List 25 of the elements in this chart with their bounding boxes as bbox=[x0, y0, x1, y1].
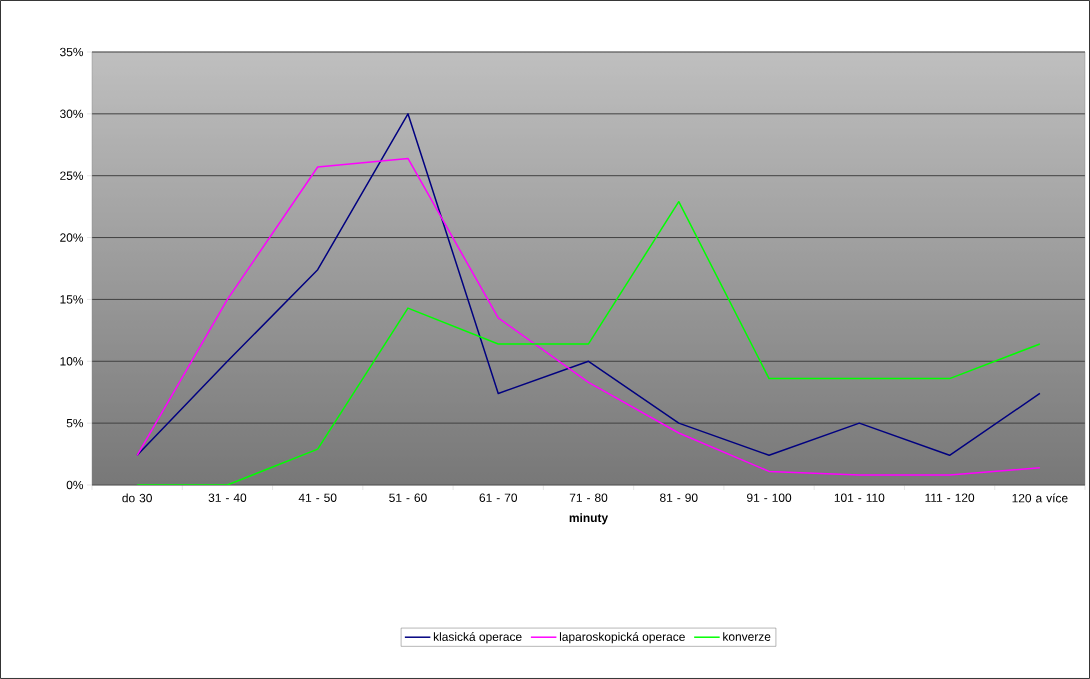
x-tick-label: 120 a více bbox=[1012, 493, 1068, 503]
y-tick-label: 0% bbox=[66, 480, 84, 490]
x-tick-label: 91 - 100 bbox=[747, 493, 792, 502]
y-tick-label: 5% bbox=[66, 418, 84, 428]
y-tick-label: 25% bbox=[60, 171, 84, 180]
x-tick-label: 41 - 50 bbox=[298, 493, 337, 502]
y-tick-label: 35% bbox=[60, 47, 84, 57]
line-series bbox=[136, 113, 1041, 457]
legend-label: klasická operace bbox=[433, 632, 522, 644]
y-tick-label: 10% bbox=[60, 357, 84, 366]
x-tick-label: do 30 bbox=[122, 493, 152, 503]
legend-label: laparoskopická operace bbox=[559, 632, 685, 644]
y-tick-label: 15% bbox=[60, 295, 84, 304]
x-tick-label: 51 - 60 bbox=[389, 493, 427, 502]
x-tick-label: 81 - 90 bbox=[660, 493, 698, 502]
x-tick-label: 31 - 40 bbox=[208, 493, 247, 502]
line-series bbox=[136, 157, 1041, 476]
x-axis-title: minuty bbox=[569, 513, 609, 525]
x-tick-label: 71 - 80 bbox=[569, 493, 608, 502]
x-tick-label: 111 - 120 bbox=[925, 493, 975, 502]
legend-label: konverze bbox=[723, 632, 771, 641]
x-tick-label: 101 - 110 bbox=[834, 493, 885, 502]
y-tick-label: 20% bbox=[60, 233, 84, 242]
y-tick-label: 30% bbox=[60, 109, 84, 119]
x-tick-label: 61 - 70 bbox=[479, 493, 518, 502]
